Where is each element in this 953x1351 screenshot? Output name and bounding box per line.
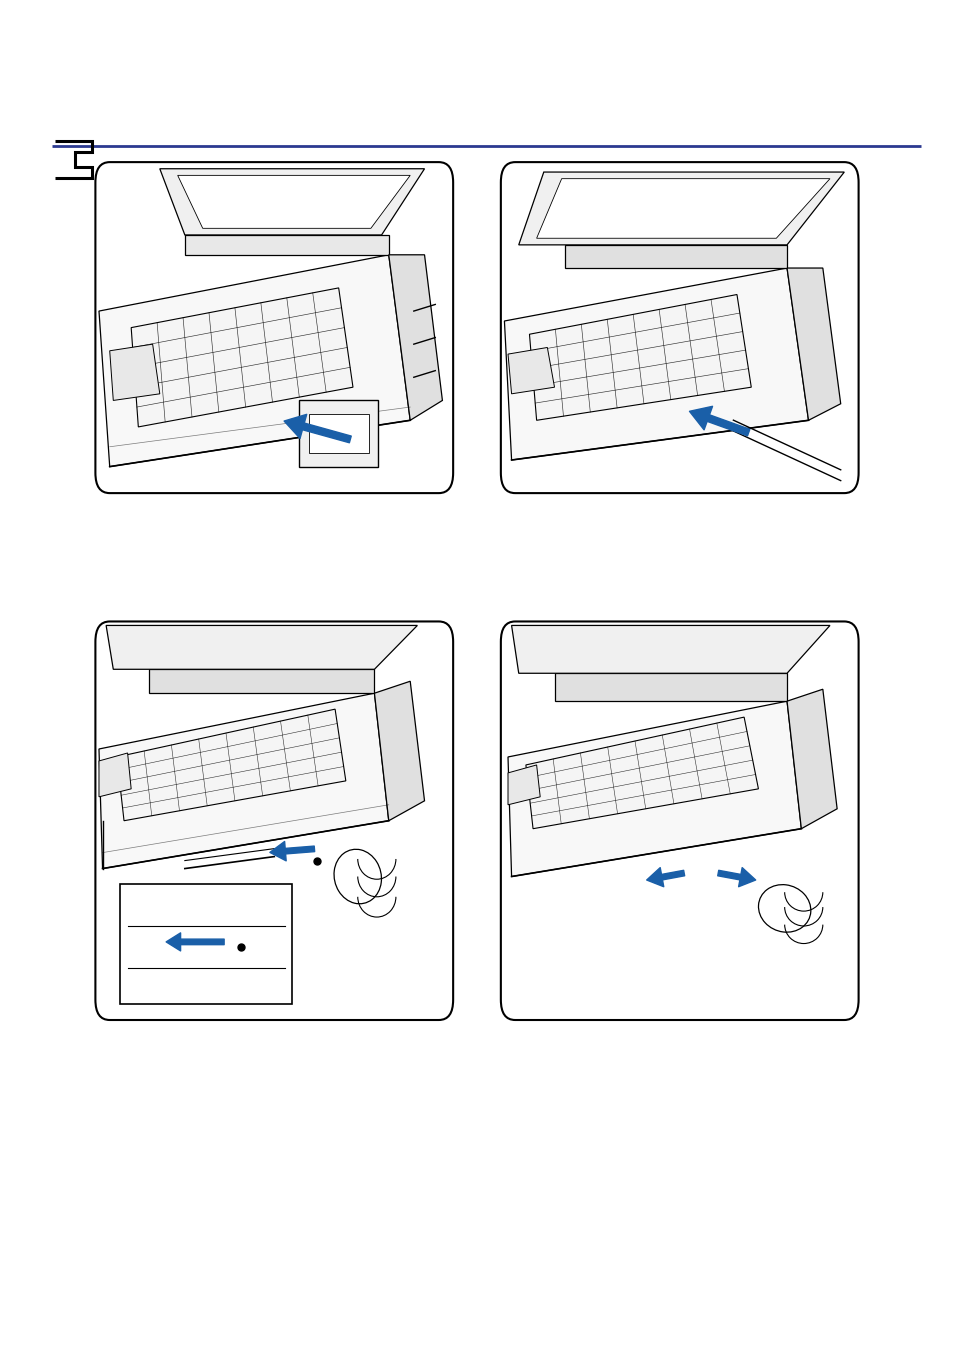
FancyArrowPatch shape [284,415,351,443]
Polygon shape [786,267,840,420]
FancyBboxPatch shape [95,162,453,493]
Polygon shape [554,673,786,701]
FancyBboxPatch shape [120,885,292,1004]
FancyBboxPatch shape [95,621,453,1020]
Polygon shape [507,701,801,877]
Polygon shape [116,709,345,821]
Polygon shape [518,172,843,245]
Polygon shape [389,255,442,420]
Polygon shape [536,178,829,238]
Polygon shape [99,693,389,869]
Polygon shape [529,295,750,420]
Polygon shape [99,753,131,797]
FancyBboxPatch shape [309,413,368,454]
Polygon shape [149,669,374,693]
FancyArrowPatch shape [717,867,755,886]
Polygon shape [99,255,410,466]
Polygon shape [159,169,424,235]
Polygon shape [507,347,554,394]
FancyBboxPatch shape [500,621,858,1020]
FancyArrowPatch shape [689,407,749,436]
Polygon shape [504,267,808,461]
FancyBboxPatch shape [299,400,377,466]
FancyBboxPatch shape [500,162,858,493]
Polygon shape [511,626,829,673]
Polygon shape [374,681,424,821]
Polygon shape [106,626,416,669]
Polygon shape [564,245,786,267]
Polygon shape [131,288,353,427]
FancyArrowPatch shape [270,842,314,861]
FancyArrowPatch shape [166,932,224,951]
Polygon shape [185,235,389,255]
Polygon shape [507,765,539,805]
Polygon shape [786,689,837,828]
Polygon shape [110,345,159,400]
Polygon shape [177,176,410,228]
Polygon shape [525,717,758,828]
FancyArrowPatch shape [646,867,684,886]
